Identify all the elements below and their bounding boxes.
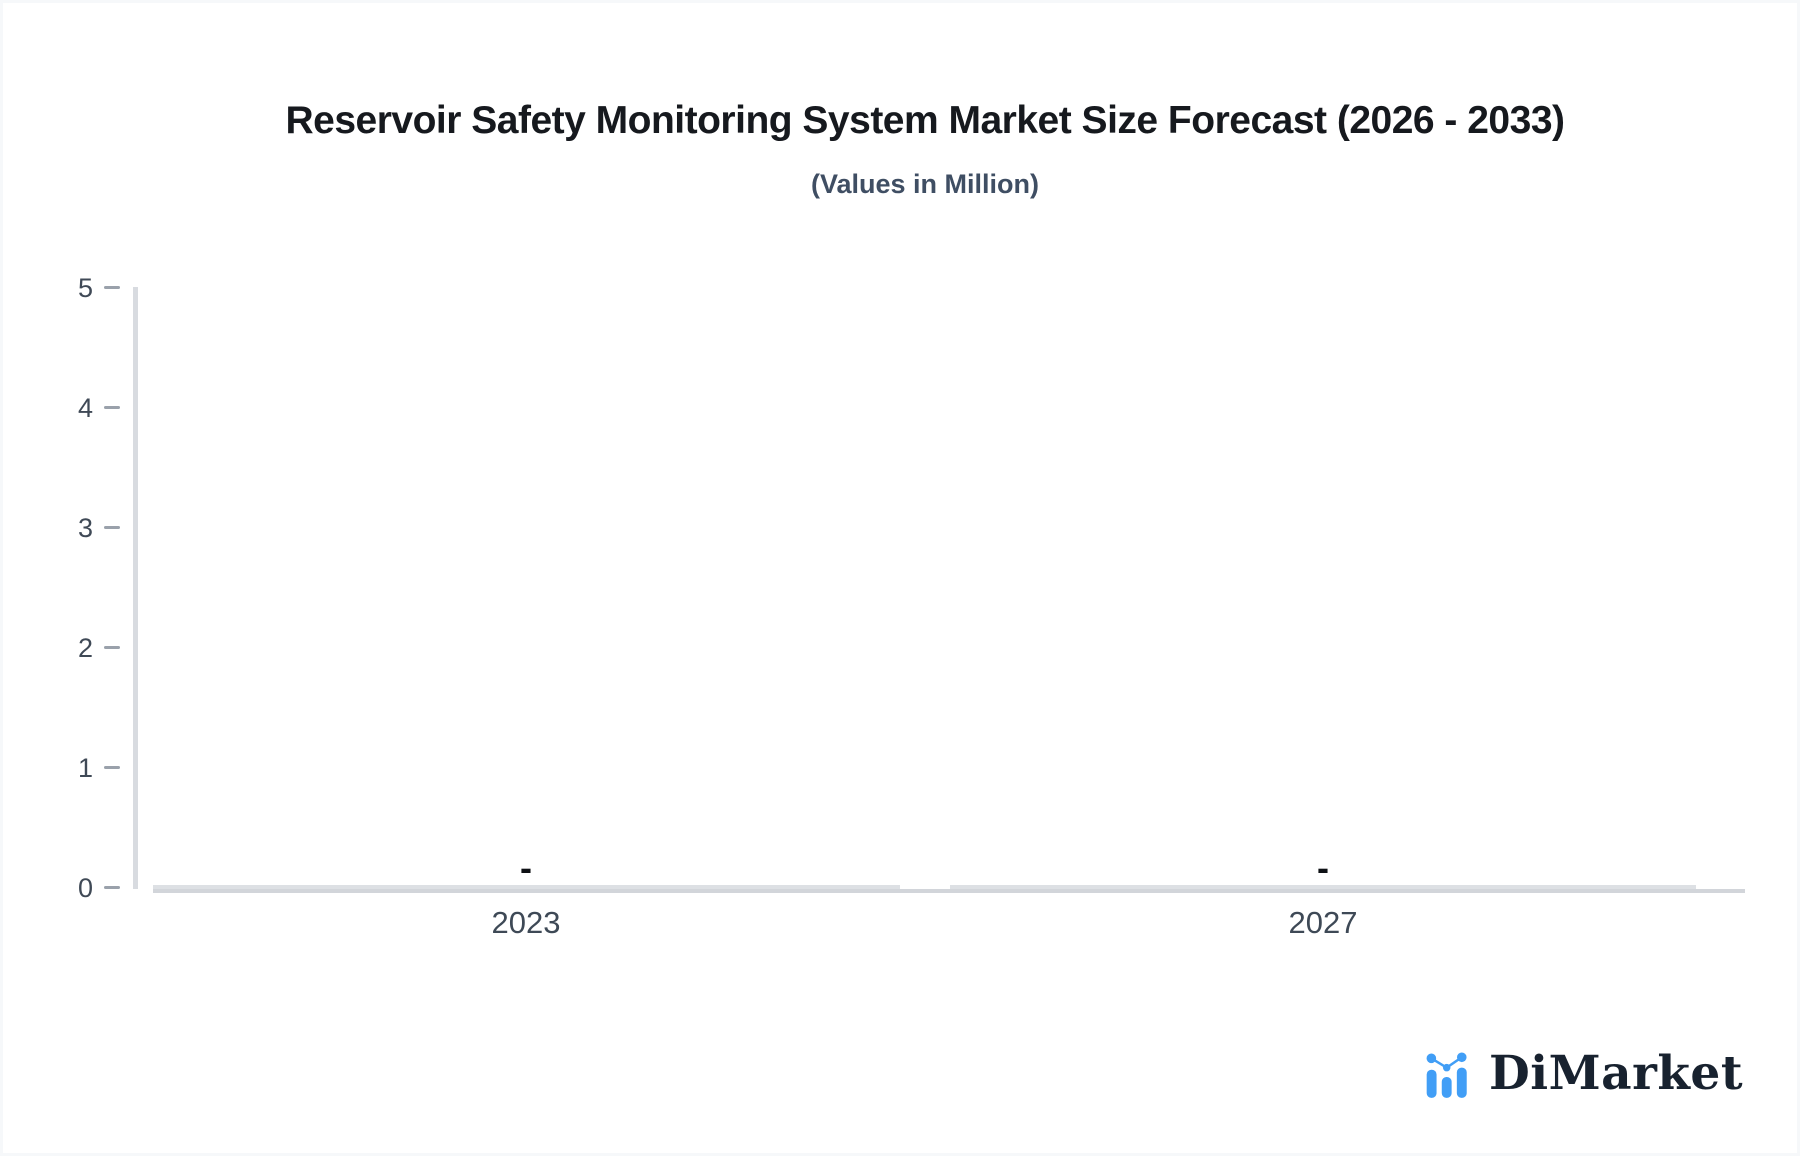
chart-title: Reservoir Safety Monitoring System Marke…	[285, 99, 1565, 142]
y-axis-tick	[104, 886, 120, 889]
y-axis-label-1: 1	[77, 753, 93, 783]
x-axis-line	[153, 889, 1745, 893]
bar-2027	[950, 885, 1696, 889]
bar-value-label-2023: -	[520, 847, 532, 888]
y-axis-tick	[104, 286, 120, 289]
y-axis-label-2: 2	[77, 633, 93, 663]
bar-2023	[153, 885, 900, 889]
y-axis-label-5: 5	[77, 273, 93, 303]
brand-logo: DiMarket	[1424, 1043, 1743, 1107]
y-axis-tick	[104, 646, 120, 649]
x-axis-label-2023: 2023	[491, 905, 561, 940]
brand-name: DiMarket	[1489, 1046, 1744, 1101]
y-axis-label-0: 0	[77, 873, 93, 903]
y-axis-tick	[104, 406, 120, 409]
chart-card: Reservoir Safety Monitoring System Marke…	[3, 3, 1797, 1153]
chart-subtitle: (Values in Million)	[810, 169, 1040, 199]
y-axis-label-4: 4	[77, 393, 93, 423]
x-axis-label-2027: 2027	[1288, 905, 1358, 940]
y-axis-label-3: 3	[77, 513, 93, 543]
bar-value-label-2027: -	[1317, 847, 1329, 888]
y-axis-line	[133, 287, 138, 889]
y-axis-tick	[104, 526, 120, 529]
dimarket-bar-chart-icon	[1426, 1052, 1467, 1098]
y-axis-tick	[104, 766, 120, 769]
